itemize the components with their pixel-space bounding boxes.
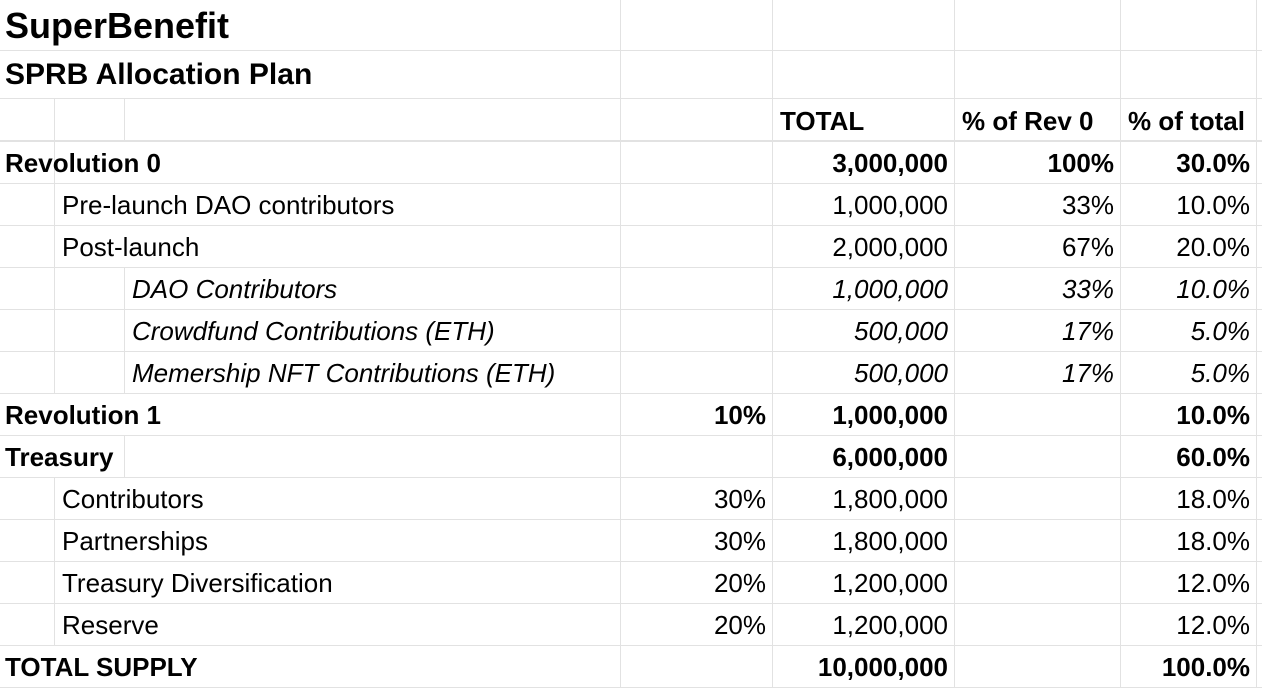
row-pct-total[interactable]: 10.0%: [1176, 190, 1250, 220]
row-label[interactable]: Memership NFT Contributions (ETH): [132, 358, 556, 388]
row-label[interactable]: Contributors: [62, 484, 204, 514]
row-pct-total[interactable]: 12.0%: [1176, 568, 1250, 598]
row-total[interactable]: 1,000,000: [832, 274, 948, 304]
row-pct-total[interactable]: 5.0%: [1190, 358, 1250, 388]
row-total[interactable]: 10,000,000: [817, 652, 948, 682]
row-total[interactable]: 500,000: [854, 316, 948, 346]
row-total[interactable]: 1,800,000: [832, 526, 948, 556]
row-pct-total[interactable]: 100.0%: [1161, 652, 1250, 682]
row-total[interactable]: 6,000,000: [832, 442, 948, 472]
row-total[interactable]: 2,000,000: [832, 232, 948, 262]
row-pct-rev0[interactable]: 33%: [1061, 190, 1114, 220]
row-divider: [0, 519, 1262, 520]
row-pct-rev0[interactable]: 33%: [1061, 274, 1114, 304]
row-total[interactable]: 1,200,000: [832, 568, 948, 598]
row-pct-total[interactable]: 18.0%: [1176, 484, 1250, 514]
row-label[interactable]: TOTAL SUPPLY: [5, 652, 198, 682]
header-pct-rev0[interactable]: % of Rev 0: [962, 106, 1094, 136]
column-divider: [124, 435, 125, 477]
column-divider: [1120, 0, 1121, 688]
row-divider: [0, 98, 1262, 99]
row-total[interactable]: 1,000,000: [832, 400, 948, 430]
header-total[interactable]: TOTAL: [780, 106, 865, 136]
row-pct-total[interactable]: 12.0%: [1176, 610, 1250, 640]
row-pct-total[interactable]: 18.0%: [1176, 526, 1250, 556]
row-label[interactable]: Revolution 1: [5, 400, 162, 430]
row-label[interactable]: Post-launch: [62, 232, 200, 262]
row-divider: [0, 309, 1262, 310]
header-pct-total[interactable]: % of total: [1128, 106, 1245, 136]
row-total[interactable]: 1,200,000: [832, 610, 948, 640]
row-total[interactable]: 1,800,000: [832, 484, 948, 514]
column-divider: [620, 0, 621, 688]
row-pct-rev0[interactable]: 17%: [1061, 358, 1114, 388]
row-pct-rev0[interactable]: 17%: [1061, 316, 1114, 346]
row-total[interactable]: 3,000,000: [832, 148, 948, 178]
row-total[interactable]: 1,000,000: [832, 190, 948, 220]
row-pct-total[interactable]: 10.0%: [1176, 400, 1250, 430]
sheet-title[interactable]: SuperBenefit: [5, 5, 230, 46]
sheet-subtitle[interactable]: SPRB Allocation Plan: [5, 58, 313, 91]
row-divider: [0, 267, 1262, 268]
row-label[interactable]: DAO Contributors: [132, 274, 338, 304]
column-divider: [1256, 0, 1257, 688]
column-divider: [954, 0, 955, 688]
row-divider: [0, 140, 1262, 142]
row-label[interactable]: Reserve: [62, 610, 159, 640]
row-divider: [0, 351, 1262, 352]
column-divider: [54, 98, 55, 393]
column-divider: [54, 477, 55, 645]
row-pct[interactable]: 20%: [713, 610, 766, 640]
row-divider: [0, 561, 1262, 562]
row-label[interactable]: Pre-launch DAO contributors: [62, 190, 395, 220]
column-divider: [124, 267, 125, 393]
row-divider: [0, 225, 1262, 226]
row-pct-total[interactable]: 30.0%: [1176, 148, 1250, 178]
row-label[interactable]: Revolution 0: [5, 148, 162, 178]
row-label[interactable]: Partnerships: [62, 526, 208, 556]
row-pct[interactable]: 10%: [713, 400, 766, 430]
row-divider: [0, 393, 1262, 394]
row-pct-rev0[interactable]: 67%: [1061, 232, 1114, 262]
row-divider: [0, 477, 1262, 478]
row-pct[interactable]: 30%: [713, 484, 766, 514]
row-pct-total[interactable]: 20.0%: [1176, 232, 1250, 262]
row-label[interactable]: Treasury: [5, 442, 114, 472]
row-pct-total[interactable]: 5.0%: [1190, 316, 1250, 346]
row-divider: [0, 603, 1262, 604]
row-pct[interactable]: 30%: [713, 526, 766, 556]
row-divider: [0, 50, 1262, 51]
column-divider: [772, 0, 773, 688]
row-pct-total[interactable]: 10.0%: [1176, 274, 1250, 304]
column-divider: [124, 98, 125, 141]
row-pct[interactable]: 20%: [713, 568, 766, 598]
row-label[interactable]: Crowdfund Contributions (ETH): [132, 316, 495, 346]
row-label[interactable]: Treasury Diversification: [62, 568, 333, 598]
row-divider: [0, 645, 1262, 646]
row-total[interactable]: 500,000: [854, 358, 948, 388]
row-pct-total[interactable]: 60.0%: [1176, 442, 1250, 472]
row-divider: [0, 183, 1262, 184]
row-pct-rev0[interactable]: 100%: [1047, 148, 1115, 178]
row-divider: [0, 435, 1262, 436]
